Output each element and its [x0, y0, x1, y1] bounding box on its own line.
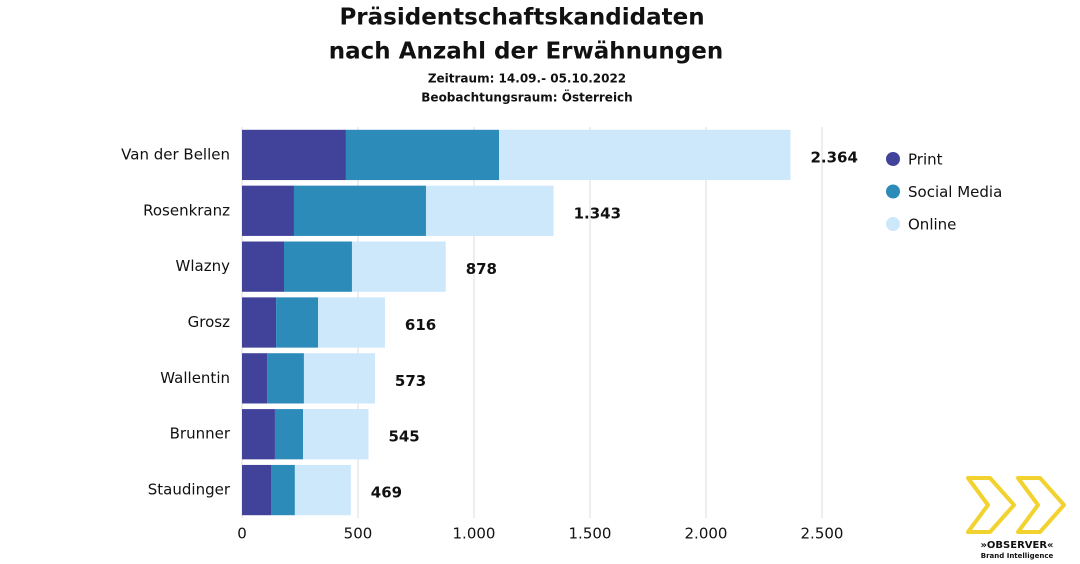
legend-label: Print: [908, 151, 943, 169]
y-tick-label: Brunner: [170, 425, 231, 443]
bar-segment: [242, 353, 268, 404]
bar-segment: [271, 464, 295, 516]
value-label: 1.343: [574, 204, 621, 222]
bar-segment: [242, 409, 275, 460]
bar-segment: [274, 409, 304, 460]
legend-marker: [886, 184, 900, 199]
y-tick-label: Rosenkranz: [143, 201, 230, 219]
bar-segment: [267, 353, 304, 404]
logo-chevron: [1016, 476, 1066, 534]
logo: »OBSERVER« Brand Intelligence: [966, 476, 1066, 560]
bar-segment: [242, 241, 284, 292]
x-tick-label: 500: [344, 525, 373, 543]
value-label: 469: [371, 484, 402, 502]
value-label: 2.364: [810, 148, 857, 166]
bar-segment: [242, 297, 277, 348]
legend-label: Online: [908, 216, 956, 234]
y-tick-label: Grosz: [188, 313, 230, 331]
bar-segment: [293, 185, 426, 236]
legend-label: Social Media: [908, 183, 1002, 201]
x-tick-label: 1.000: [453, 525, 496, 543]
bar-segment: [242, 464, 271, 516]
bar-segment: [294, 464, 351, 516]
x-tick-label: 2.000: [685, 525, 728, 543]
value-label: 878: [466, 260, 497, 278]
chart-subtitle: Zeitraum: 14.09.- 05.10.2022: [428, 72, 626, 86]
bar-segment: [351, 241, 446, 292]
bar-segment: [345, 129, 500, 181]
chart-subtitle: Beobachtungsraum: Österreich: [421, 90, 632, 105]
x-tick-label: 0: [237, 525, 247, 543]
y-tick-label: Staudinger: [148, 481, 231, 499]
y-tick-label: Van der Bellen: [121, 145, 230, 163]
legend-marker: [886, 217, 900, 231]
chart-title: nach Anzahl der Erwähnungen: [329, 39, 723, 65]
value-label: 616: [405, 316, 436, 334]
logo-chevron: [966, 476, 1016, 534]
value-label: 545: [388, 428, 419, 446]
bar-segment: [303, 409, 369, 460]
logo-tagline: Brand Intelligence: [981, 552, 1054, 560]
value-label: 573: [395, 372, 426, 390]
logo-name: »OBSERVER«: [980, 540, 1053, 551]
bar-segment: [242, 129, 346, 181]
chart-title: Präsidentschaftskandidaten: [339, 5, 704, 31]
bar-segment: [276, 297, 319, 348]
y-tick-label: Wlazny: [176, 257, 231, 275]
bar-segment: [425, 185, 554, 236]
legend-marker: [886, 152, 900, 166]
bar-segment: [318, 297, 385, 348]
bar-segment: [499, 129, 791, 181]
bar-segment: [283, 241, 352, 292]
y-tick-label: Wallentin: [160, 369, 230, 387]
x-tick-label: 1.500: [569, 525, 612, 543]
bar-segment: [242, 185, 294, 236]
x-tick-label: 2.500: [801, 525, 844, 543]
bar-segment: [303, 353, 375, 404]
